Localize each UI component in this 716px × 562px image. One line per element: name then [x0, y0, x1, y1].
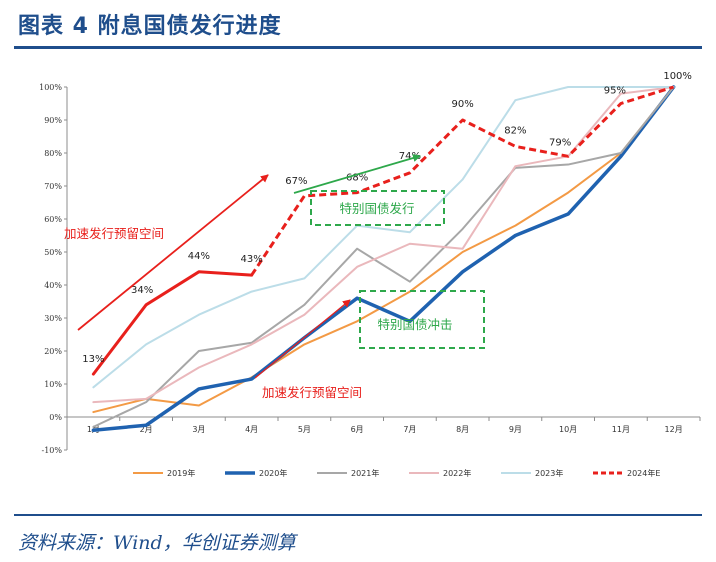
- legend-label: 2019年: [167, 468, 195, 478]
- annotation-special-issue: 特别国债发行: [339, 201, 414, 216]
- y-tick-label: 30%: [44, 314, 62, 323]
- footer-divider: [14, 514, 702, 516]
- series-line-2023年: [92, 86, 675, 389]
- series-line-2021年: [92, 86, 675, 428]
- y-tick-label: 50%: [44, 248, 62, 257]
- x-tick-label: 2月: [140, 425, 153, 434]
- annotation-accel-2: 加速发行预留空间: [262, 385, 362, 400]
- data-label: 13%: [82, 354, 104, 365]
- series-line-2020年: [91, 85, 676, 432]
- data-label: 74%: [399, 151, 421, 162]
- legend: 2019年 2020年 2021年 2022年 2023年 2024年E: [133, 468, 660, 478]
- y-tick-label: 70%: [44, 182, 62, 191]
- data-label: 90%: [452, 99, 474, 110]
- legend-label: 2021年: [351, 468, 379, 478]
- special-offset-box: [359, 290, 485, 349]
- y-tick-label: -10%: [42, 446, 63, 455]
- y-tick-label: 80%: [44, 149, 62, 158]
- accel-arrow-icon: [77, 174, 269, 331]
- data-label: 43%: [241, 254, 263, 265]
- chart-axes: -10%0%10%20%30%40%50%60%70%80%90%100%1月 2…: [39, 83, 701, 455]
- figure-title: 图表 4 附息国债发行进度: [18, 14, 282, 39]
- series-line-2024e-forecast: [250, 85, 675, 276]
- series-line-2024e-actual: [91, 270, 254, 376]
- y-tick-label: 100%: [39, 83, 62, 92]
- data-label: 82%: [504, 125, 526, 136]
- x-tick-label: 8月: [456, 425, 469, 434]
- y-tick-label: 10%: [44, 380, 62, 389]
- x-tick-label: 10月: [559, 425, 577, 434]
- data-label: 100%: [663, 71, 692, 82]
- series-line-2019年: [92, 86, 675, 414]
- legend-label: 2020年: [259, 468, 287, 478]
- data-label: 44%: [188, 251, 210, 262]
- annotation-special-offset: 特别国债冲击: [377, 317, 452, 332]
- x-tick-label: 3月: [192, 425, 205, 434]
- legend-label: 2024年E: [627, 468, 660, 478]
- data-label: 79%: [549, 137, 571, 148]
- x-tick-label: 6月: [351, 425, 364, 434]
- special-issue-box: [310, 190, 445, 226]
- x-tick-label: 9月: [509, 425, 522, 434]
- data-label: 68%: [346, 173, 368, 184]
- data-label: 95%: [604, 86, 626, 97]
- issue-arrow-icon: [293, 154, 421, 194]
- y-tick-label: 0%: [49, 413, 62, 422]
- x-tick-label: 7月: [403, 425, 416, 434]
- x-tick-label: 11月: [612, 425, 630, 434]
- legend-label: 2022年: [443, 468, 471, 478]
- x-tick-label: 4月: [245, 425, 258, 434]
- annotation-accel-1: 加速发行预留空间: [64, 226, 164, 241]
- series-layer: [91, 85, 676, 432]
- source-note: 资料来源：Wind，华创证券测算: [18, 532, 296, 554]
- data-label: 67%: [285, 176, 307, 187]
- y-tick-label: 40%: [44, 281, 62, 290]
- line-chart: -10%0%10%20%30%40%50%60%70%80%90%100%1月 2…: [39, 71, 701, 478]
- data-label: 34%: [131, 285, 153, 296]
- series-line-2022年: [92, 86, 675, 404]
- accel-arrow-small-icon: [254, 299, 351, 379]
- legend-label: 2023年: [535, 468, 563, 478]
- title-divider: [14, 46, 702, 49]
- y-tick-label: 60%: [44, 215, 62, 224]
- x-tick-label: 12月: [665, 425, 683, 434]
- y-tick-label: 90%: [44, 116, 62, 125]
- x-tick-label: 5月: [298, 425, 311, 434]
- y-tick-label: 20%: [44, 347, 62, 356]
- point-labels-layer: 13% 34% 44% 43% 67% 68% 74% 90% 82% 79% 95% 100%: [82, 71, 692, 365]
